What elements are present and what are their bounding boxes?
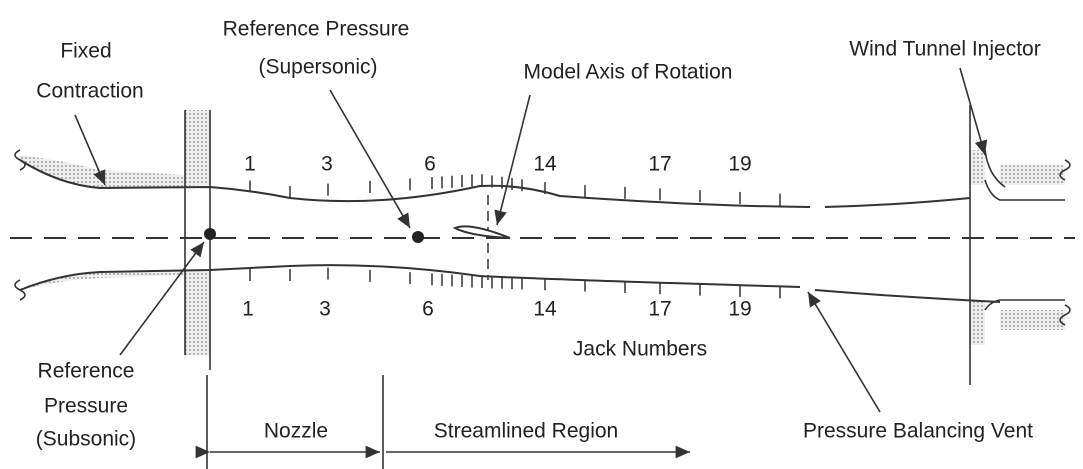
jack-number: 19 [728, 298, 751, 321]
injector-top-hatch-2 [1000, 165, 1065, 185]
ref-point-subsonic [204, 228, 216, 240]
label: Pressure [44, 395, 128, 418]
upper-wall [19, 159, 811, 208]
label: (Supersonic) [258, 56, 377, 79]
upper-wall-end [824, 197, 971, 208]
jack-number: 19 [728, 153, 751, 176]
jack-number: 14 [533, 153, 557, 176]
jack-number: 6 [422, 298, 434, 321]
injector-top-hatch [970, 150, 985, 185]
jack-number: 1 [244, 153, 256, 176]
label: Nozzle [264, 420, 328, 443]
jack-number: 17 [648, 153, 671, 176]
pointer-supersonic [329, 89, 411, 229]
lower-wall [19, 264, 801, 291]
model-airfoil [452, 225, 511, 239]
label: Model Axis of Rotation [524, 61, 733, 84]
jack-number: 3 [321, 153, 333, 176]
injector-bottom-hatch [970, 300, 985, 345]
jack-number: 6 [424, 153, 436, 176]
lower-wall-end [814, 289, 1001, 303]
fixed-contraction-top [20, 110, 210, 188]
fixed-contraction-bottom [20, 270, 210, 355]
label: Reference Pressure [223, 18, 410, 41]
jack-number: 1 [242, 298, 254, 321]
label: Fixed [60, 40, 111, 63]
ref-point-supersonic [412, 231, 424, 243]
label: (Subsonic) [36, 428, 136, 451]
jack-ticks [249, 174, 781, 299]
pointer-injector [959, 67, 988, 156]
label: Pressure Balancing Vent [803, 420, 1033, 443]
label: Jack Numbers [573, 338, 707, 361]
label: Contraction [36, 80, 143, 103]
pointer-axis [494, 94, 531, 226]
jack-number: 14 [533, 298, 557, 321]
label: Reference [38, 360, 135, 383]
injector-bottom-hatch-2 [1000, 310, 1065, 330]
jack-number: 17 [648, 298, 671, 321]
label: Wind Tunnel Injector [849, 38, 1040, 61]
pointer-contraction [74, 114, 106, 186]
break-marks [14, 149, 1071, 326]
pointer-subsonic [119, 241, 205, 356]
label: Streamlined Region [434, 420, 618, 443]
pointer-vent [807, 291, 881, 413]
jack-number: 3 [319, 298, 331, 321]
